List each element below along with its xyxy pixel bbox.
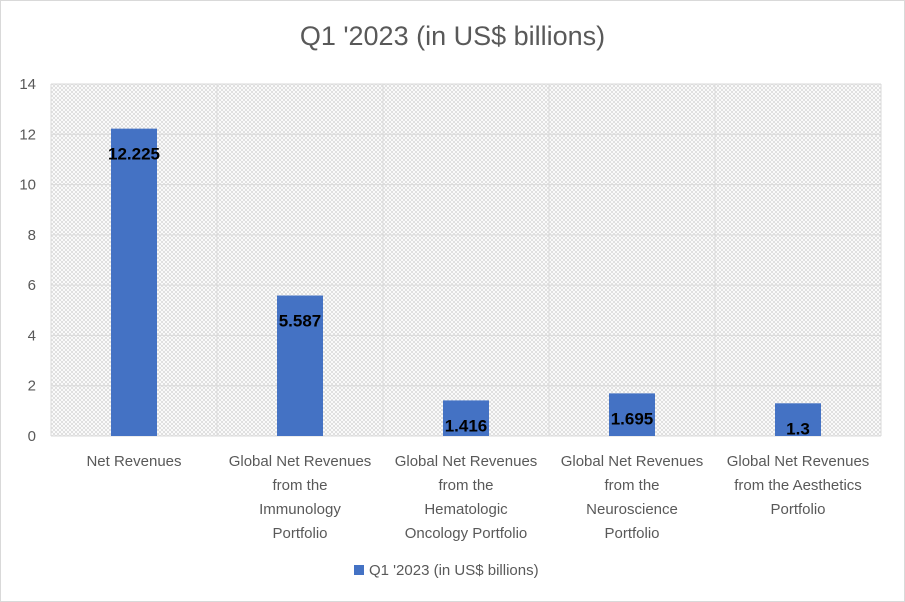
data-label: 12.225: [108, 145, 160, 164]
y-tick-label: 0: [28, 428, 36, 445]
x-tick-label: Global Net Revenues: [561, 453, 704, 470]
x-tick-label: Portfolio: [604, 525, 659, 542]
bar: [775, 403, 821, 436]
x-tick-label: from the: [604, 477, 659, 494]
plot-area: [51, 84, 881, 436]
data-labels: 12.225 5.587 1.416 1.695 1.3: [108, 145, 810, 439]
x-tick-label: Net Revenues: [86, 453, 181, 470]
data-label: 1.3: [786, 419, 810, 438]
y-tick-label: 6: [28, 277, 36, 294]
x-tick-label: from the Aesthetics: [734, 477, 862, 494]
y-tick-label: 10: [19, 177, 36, 194]
legend-label: Q1 '2023 (in US$ billions): [369, 562, 539, 579]
bar: [277, 295, 323, 436]
x-tick-label: Portfolio: [770, 501, 825, 518]
gridlines: [50, 83, 882, 437]
chart-title: Q1 '2023 (in US$ billions): [299, 21, 606, 51]
y-tick-label: 2: [28, 378, 36, 395]
x-tick-label: Global Net Revenues: [395, 453, 538, 470]
x-tick-label: Global Net Revenues: [229, 453, 372, 470]
data-label: 1.695: [611, 409, 654, 428]
x-tick-label: Oncology Portfolio: [405, 525, 528, 542]
y-tick-label: 14: [19, 76, 36, 93]
bar: [609, 393, 655, 436]
x-tick-label: Portfolio: [272, 525, 327, 542]
data-label: 1.416: [445, 416, 488, 435]
x-tick-label: Hematologic: [424, 501, 508, 518]
bar: [111, 128, 157, 436]
x-tick-label: Immunology: [259, 501, 341, 518]
legend: Q1 '2023 (in US$ billions): [354, 562, 539, 579]
x-tick-label: Global Net Revenues: [727, 453, 870, 470]
y-tick-label: 4: [28, 327, 36, 344]
legend-swatch: [354, 565, 364, 575]
bar: [443, 400, 489, 436]
x-tick-label: from the: [438, 477, 493, 494]
y-tick-label: 12: [19, 126, 36, 143]
x-tick-label: from the: [272, 477, 327, 494]
x-tick-label: Neuroscience: [586, 501, 678, 518]
data-label: 5.587: [279, 312, 322, 331]
bars: [111, 128, 821, 436]
y-axis: 0 2 4 6 8 10 12 14: [19, 76, 36, 445]
x-axis: Net Revenues Global Net Revenues from the I…: [86, 453, 869, 542]
y-tick-label: 8: [28, 227, 36, 244]
